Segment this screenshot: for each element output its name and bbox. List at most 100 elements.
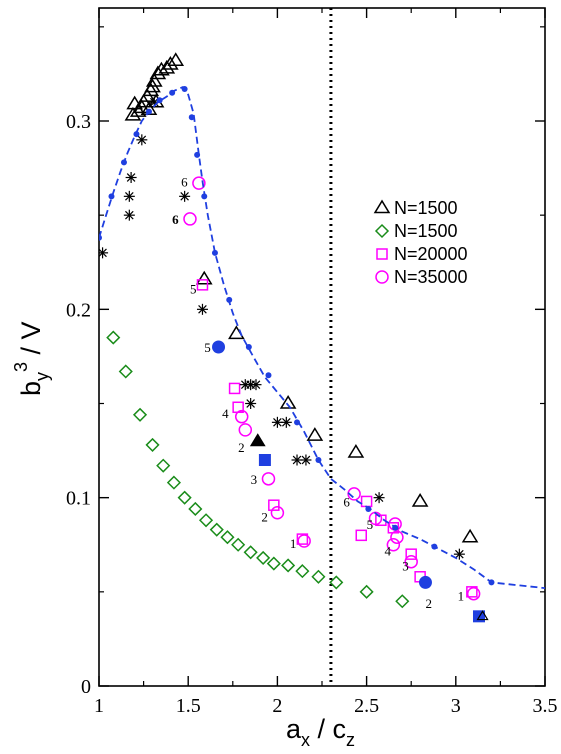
star-marker (250, 379, 262, 391)
star-stroke (374, 493, 384, 502)
diamond-marker (329, 575, 344, 590)
triangle-marker (373, 199, 391, 214)
diamond-marker (166, 475, 181, 490)
point-annotation: 5 (367, 517, 374, 532)
star-stroke (292, 455, 302, 465)
curve-dot (188, 114, 195, 121)
plot-frame (98, 7, 546, 687)
filled-square-marker (258, 454, 271, 466)
star-marker (99, 247, 109, 259)
point-annotation: 1 (458, 589, 465, 604)
star-stroke (198, 305, 207, 314)
diamond-marker (132, 407, 148, 422)
diamond-marker (231, 537, 246, 552)
point-annotation: 2 (261, 510, 268, 525)
circle-marker (390, 530, 404, 544)
point-annotation: 6 (181, 174, 188, 189)
curve-dot (169, 89, 176, 96)
curve-dot (201, 193, 208, 200)
triangle-marker (124, 106, 142, 121)
y-tick-label: 0.2 (66, 299, 91, 321)
star-stroke (125, 210, 134, 220)
triangle-marker (129, 103, 147, 117)
diamond-marker (118, 364, 133, 379)
point-annotation: 6 (343, 494, 350, 509)
diamond-marker (106, 330, 121, 345)
diamond-marker (177, 490, 192, 505)
series-star (99, 96, 465, 560)
data-marks (99, 52, 545, 623)
x-tick-label: 2.5 (354, 695, 379, 717)
star-stroke (282, 418, 291, 427)
curve-dot (294, 419, 301, 426)
circle-marker (192, 176, 206, 190)
diamond-marker (266, 556, 281, 571)
square-marker (360, 495, 373, 508)
dashed-fit-curve (99, 85, 545, 589)
legend-entry: N=1500 (373, 198, 458, 218)
curve-dot (156, 97, 163, 104)
x-tick-label: 3 (451, 695, 461, 717)
x-axis-title: ax / cz (286, 714, 355, 750)
square-marker (228, 382, 241, 395)
diamond-marker (374, 223, 390, 239)
circle-marker (404, 554, 418, 569)
curve-dot (145, 108, 152, 115)
circle-marker (297, 534, 311, 548)
diamond-marker (311, 569, 326, 584)
diamond-marker (209, 522, 224, 537)
legend-entry: N=35000 (375, 267, 468, 287)
point-annotation: 3 (251, 472, 258, 487)
square-marker (405, 548, 417, 560)
legend-label: N=1500 (394, 221, 458, 241)
square-marker (466, 586, 478, 598)
star-marker (373, 492, 385, 504)
diamond-marker (198, 513, 214, 528)
curve-dot (245, 344, 252, 350)
triangle-marker (158, 59, 176, 74)
triangle-marker (347, 444, 365, 458)
x-axis-title-sub1: x (301, 730, 310, 750)
curve-dot (265, 372, 272, 379)
point-annotation: 4 (222, 406, 229, 421)
y-tick-label: 0.1 (66, 488, 91, 510)
x-tick-label: 2 (272, 695, 282, 717)
series-diamond (106, 330, 410, 609)
series-filled-circle (212, 340, 432, 589)
x-axis-title-sep: / c (310, 714, 346, 744)
diamond-marker (243, 545, 258, 560)
triangle-marker (195, 270, 213, 285)
legend-entry: N=1500 (374, 221, 458, 241)
curve-dot (226, 296, 233, 303)
star-stroke (125, 192, 134, 201)
x-axis-title-sub2: z (346, 730, 355, 750)
curve-dot (431, 543, 438, 550)
star-marker (300, 454, 312, 466)
square-marker (376, 248, 388, 260)
diamond-marker (220, 530, 235, 545)
legend-label: N=35000 (394, 267, 468, 287)
series-curve (99, 85, 545, 589)
circle-marker (375, 270, 389, 284)
curve-dot (194, 151, 201, 158)
curve-dot (488, 579, 495, 586)
circle-marker (261, 472, 276, 486)
diamond-marker (156, 458, 171, 473)
triangle-marker (411, 492, 429, 507)
square-marker (196, 279, 209, 291)
point-annotation: 2 (425, 596, 432, 611)
star-stroke (273, 418, 282, 427)
star-marker (280, 416, 292, 428)
triangle-marker (162, 56, 179, 70)
star-stroke (126, 173, 136, 182)
star-marker (136, 134, 148, 146)
star-stroke (251, 380, 261, 389)
star-marker (271, 416, 283, 428)
x-axis-title-main: a (286, 714, 302, 744)
y-axis-title-main: b (16, 381, 46, 396)
curve-dot (133, 131, 140, 138)
triangle-marker (461, 528, 479, 543)
series-filled-triangle (249, 433, 266, 447)
